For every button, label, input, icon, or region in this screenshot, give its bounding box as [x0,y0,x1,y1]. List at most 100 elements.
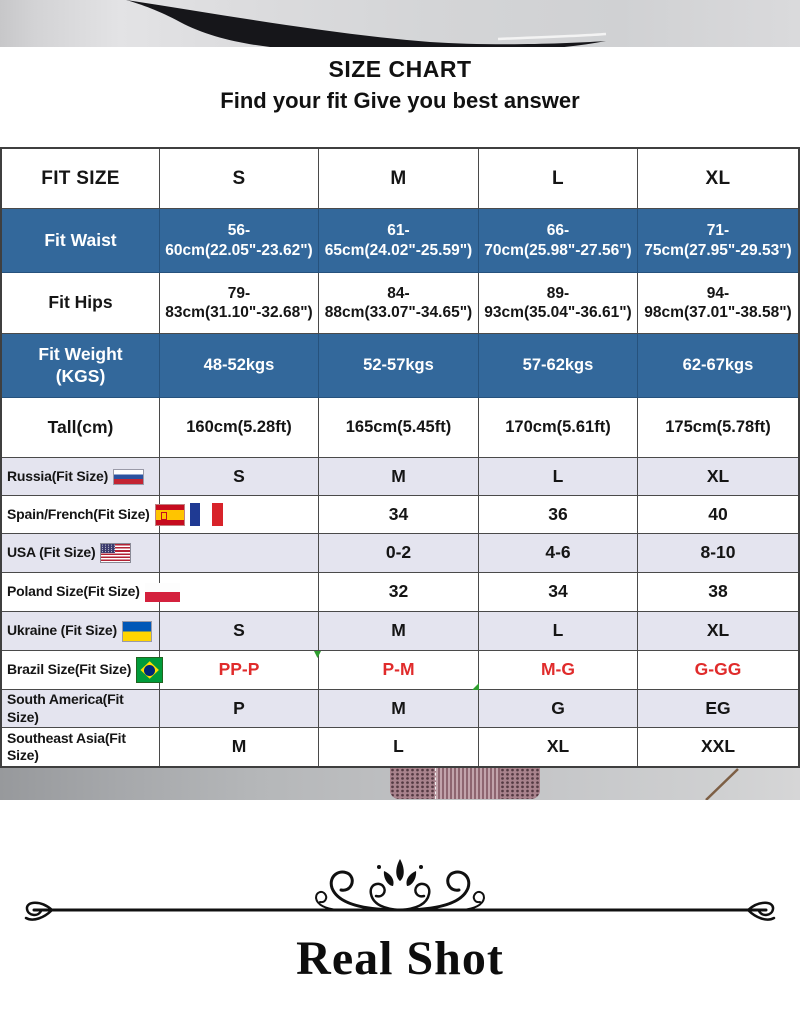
table-cell: 84-88cm(33.07"-34.65") [319,273,479,334]
row-label-text: Spain/French(Fit Size) [7,505,150,522]
table-cell: 170cm(5.61ft) [479,398,638,458]
spain-crest [160,511,167,520]
usa-flag-canton [101,544,116,553]
row-label-text: Southeast Asia(Fit Size) [7,729,126,764]
table-cell: XL [638,458,798,496]
row-label-text: Ukraine (Fit Size) [7,622,117,639]
table-cell: 57-62kgs [479,334,638,398]
spain-flag-icon [154,503,185,526]
black-garment-shape [126,0,607,47]
lace-texture [390,768,436,799]
knitted-garment-piece [390,768,540,799]
table-cell: 62-67kgs [638,334,798,398]
table-cell: G [479,690,638,728]
lace-texture [500,768,540,799]
table-cell: P-M [319,651,479,690]
table-cell: 89-93cm(35.04"-36.61") [479,273,638,334]
table-cell: G-GG [638,651,798,690]
headline-block: SIZE CHART Find your fit Give you best a… [0,47,800,147]
table-cell: 8-10 [638,534,798,573]
table-cell: L [479,458,638,496]
table-cell: 61-65cm(24.02"-25.59") [319,209,479,273]
table-cell: M [160,728,319,766]
table-cell: 165cm(5.45ft) [319,398,479,458]
table-cell: 0-2 [319,534,479,573]
table-cell: P [160,690,319,728]
hanger-stick-line [705,768,739,800]
table-cell: L [479,612,638,651]
table-cell: PP-P [160,651,319,690]
usa-size-row: USA (Fit Size) 0-2 4-6 8-10 [2,534,798,573]
row-label: Russia(Fit Size) [2,458,160,496]
poland-size-row: Poland Size(Fit Size) 32 34 38 [2,573,798,612]
row-label-text: South America(Fit Size) [7,691,124,725]
row-label: Tall(cm) [2,398,160,458]
table-cell: 71-75cm(27.95"-29.53") [638,209,798,273]
russia-flag-icon [113,468,145,485]
size-chart-title: SIZE CHART [328,56,472,82]
row-label: Fit Weight (KGS) [2,334,160,398]
row-label-text: Brazil Size(Fit Size) [7,661,132,678]
table-cell: XL [638,612,798,651]
cell-corner-marker-artifact [314,651,321,658]
table-header-row: FIT SIZE S M L XL [2,149,798,209]
fit-waist-row: Fit Waist 56-60cm(22.05"-23.62") 61-65cm… [2,209,798,273]
usa-flag-icon [100,543,132,563]
bottom-product-photo-crop [0,768,800,800]
table-cell: 175cm(5.78ft) [638,398,798,458]
table-cell: 79-83cm(31.10"-32.68") [160,273,319,334]
spain-french-size-row: Spain/French(Fit Size) 34 36 40 [2,496,798,534]
header-size-xl: XL [638,149,798,209]
table-cell: L [319,728,479,766]
table-cell: M [319,690,479,728]
table-cell: 66-70cm(25.98"-27.56") [479,209,638,273]
table-cell: 160cm(5.28ft) [160,398,319,458]
table-cell: 94-98cm(37.01"-38.58") [638,273,798,334]
ukraine-size-row: Ukraine (Fit Size) S M L XL [2,612,798,651]
real-shot-heading: Real Shot [296,932,504,985]
brazil-size-row: Brazil Size(Fit Size) PP-P P-M M-G G-GG [2,651,798,690]
row-label: USA (Fit Size) [2,534,160,573]
table-cell [160,573,319,612]
table-cell [160,534,319,573]
row-label-text: Poland Size(Fit Size) [7,583,140,600]
row-label: Brazil Size(Fit Size) [2,651,164,690]
table-cell: 52-57kgs [319,334,479,398]
row-label: Poland Size(Fit Size) [2,573,180,612]
southeast-asia-size-row: Southeast Asia(Fit Size) M L XL XXL [2,728,798,766]
table-cell: EG [638,690,798,728]
row-label: South America(Fit Size) [2,690,160,728]
size-chart-subtitle: Find your fit Give you best answer [220,88,580,113]
cell-corner-marker-artifact [472,683,479,690]
table-cell: M [319,458,479,496]
france-flag-icon [189,503,223,526]
header-size-l: L [479,149,638,209]
table-cell: 40 [638,496,798,534]
row-label-text: USA (Fit Size) [7,544,96,561]
header-fit-size: FIT SIZE [2,149,160,209]
row-label-text: Russia(Fit Size) [7,467,109,484]
russia-size-row: Russia(Fit Size) S M L XL [2,458,798,496]
tall-row: Tall(cm) 160cm(5.28ft) 165cm(5.45ft) 170… [2,398,798,458]
table-cell: 32 [319,573,479,612]
table-cell: S [160,458,319,496]
row-label-line2: (KGS) [55,365,106,386]
header-size-m: M [319,149,479,209]
table-cell: 56-60cm(22.05"-23.62") [160,209,319,273]
table-cell: 48-52kgs [160,334,319,398]
size-chart-table: FIT SIZE S M L XL Fit Waist 56-60cm(22.0… [0,147,800,768]
row-label: Southeast Asia(Fit Size) [2,728,160,766]
table-cell: 34 [479,573,638,612]
fit-hips-row: Fit Hips 79-83cm(31.10"-32.68") 84-88cm(… [2,273,798,334]
south-america-size-row: South America(Fit Size) P M G EG [2,690,798,728]
ornamental-divider-icon [0,845,800,935]
table-cell: 4-6 [479,534,638,573]
row-label: Ukraine (Fit Size) [2,612,160,651]
table-cell [160,496,319,534]
fit-weight-row: Fit Weight (KGS) 48-52kgs 52-57kgs 57-62… [2,334,798,398]
table-cell: S [160,612,319,651]
row-label: Spain/French(Fit Size) [2,496,223,534]
brazil-flag-icon [136,657,164,683]
row-label-line1: Fit Weight [38,343,123,364]
